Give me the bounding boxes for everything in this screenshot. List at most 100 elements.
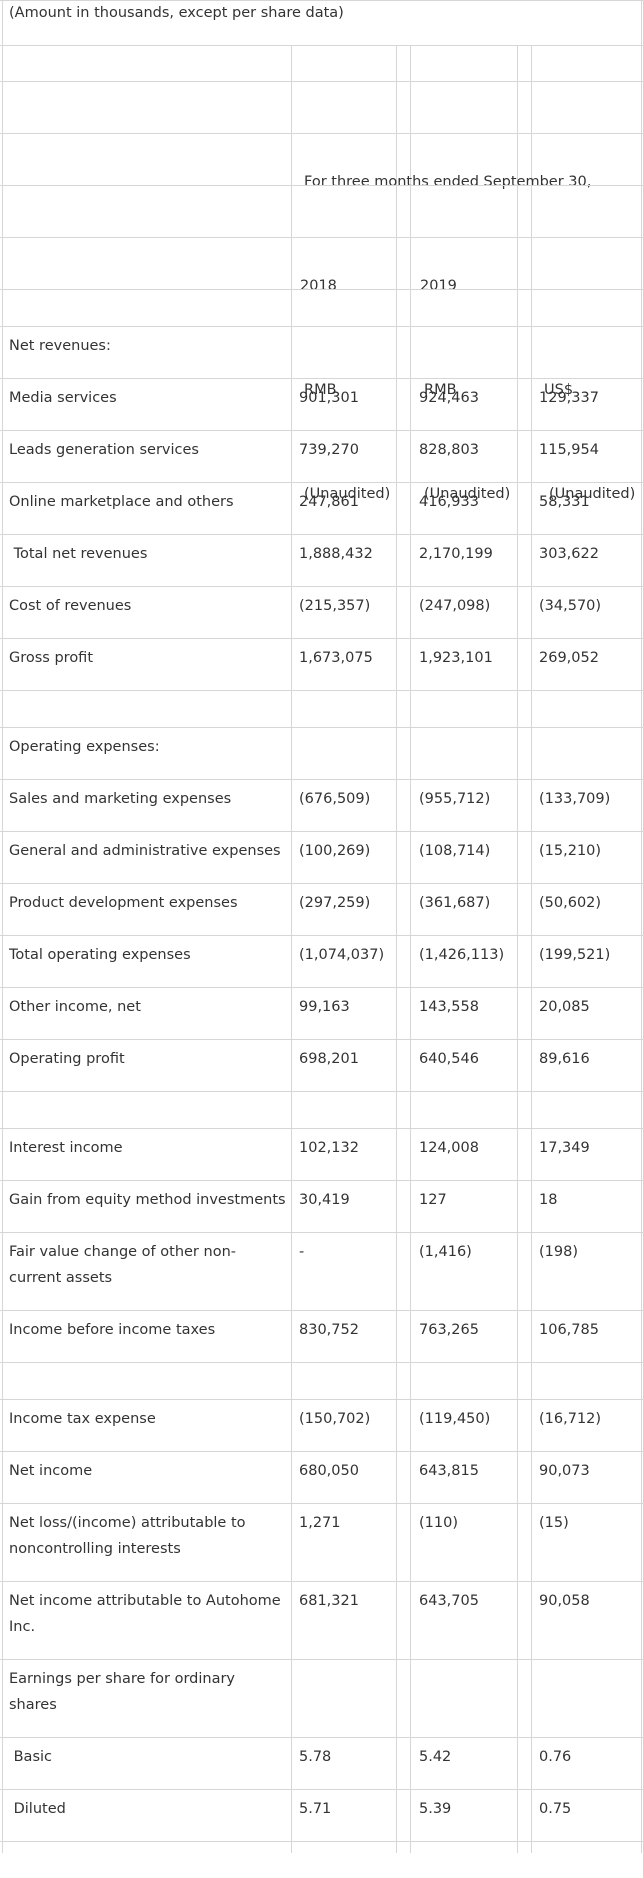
row-label: Net income	[9, 1463, 93, 1479]
grid-hline	[0, 1232, 643, 1233]
row-label: Operating expenses:	[9, 739, 160, 755]
value-cell: 681,321	[299, 1593, 359, 1609]
grid-hline	[0, 534, 643, 535]
value-cell: 830,752	[299, 1322, 359, 1338]
table-row: Fair value change of other non-current a…	[0, 1232, 643, 1310]
value-cell: 901,301	[299, 390, 359, 406]
row-label: Total operating expenses	[9, 947, 191, 963]
row-label: Gain from equity method investments	[9, 1192, 286, 1208]
grid-vline	[396, 45, 397, 1853]
grid-vline	[2, 0, 3, 1853]
table-row: Cost of revenues (215,357) (247,098) (34,57…	[0, 586, 643, 638]
row-label: Gross profit	[9, 650, 94, 666]
grid-hline	[0, 690, 643, 691]
grid-hline	[0, 430, 643, 431]
table-row: Online marketplace and others 247,861 416,…	[0, 482, 643, 534]
value-cell: 17,349	[539, 1140, 590, 1156]
audit-status: (Unaudited)	[549, 486, 636, 502]
table-row: Gross profit 1,673,075 1,923,101 269,052	[0, 638, 643, 690]
value-cell: (119,450)	[419, 1411, 491, 1427]
grid-hline	[0, 1451, 643, 1452]
table-caption-row: (Amount in thousands, except per share d…	[0, 0, 643, 45]
row-label: Net income attributable to Autohome Inc.	[9, 1593, 286, 1635]
value-cell: (34,570)	[539, 598, 602, 614]
row-label: Operating profit	[9, 1051, 125, 1067]
value-cell: (361,687)	[419, 895, 491, 911]
row-label: Fair value change of other non-current a…	[9, 1244, 236, 1286]
grid-hline	[0, 1180, 643, 1181]
value-cell: 90,073	[539, 1463, 590, 1479]
grid-hline	[0, 237, 643, 238]
row-label: Cost of revenues	[9, 598, 132, 614]
value-cell: 143,558	[419, 999, 479, 1015]
table-row: Product development expenses (297,259) (36…	[0, 883, 643, 935]
table-row: General and administrative expenses (100,…	[0, 831, 643, 883]
table-row: Other income, net 99,163 143,558 20,085	[0, 987, 643, 1039]
value-cell: (1,426,113)	[419, 947, 505, 963]
table-row: Net revenues:	[0, 326, 643, 378]
value-cell: 1,888,432	[299, 546, 373, 562]
grid-hline	[0, 935, 643, 936]
row-label: Sales and marketing expenses	[9, 791, 232, 807]
value-cell: -	[299, 1244, 305, 1260]
grid-hline	[0, 1039, 643, 1040]
grid-hline	[0, 779, 643, 780]
value-cell: 20,085	[539, 999, 590, 1015]
row-label: Leads generation services	[9, 442, 199, 458]
grid-vline	[517, 45, 518, 1853]
grid-hline	[0, 1091, 643, 1092]
table-row	[0, 1841, 643, 1878]
value-cell: (676,509)	[299, 791, 371, 807]
table-row: Media services 901,301 924,463 129,337	[0, 378, 643, 430]
table-row	[0, 1091, 643, 1128]
value-cell: (247,098)	[419, 598, 491, 614]
value-cell: (1,074,037)	[299, 947, 385, 963]
year-header-row: 2018 2019	[0, 133, 643, 294]
row-label: Basic	[9, 1749, 52, 1765]
grid-hline	[0, 1503, 643, 1504]
period-header: For three months ended September 30,	[304, 174, 592, 190]
row-label: Interest income	[9, 1140, 123, 1156]
grid-hline	[0, 1310, 643, 1311]
value-cell: (15)	[539, 1515, 569, 1531]
table-row: Net income attributable to Autohome Inc.…	[0, 1581, 643, 1659]
row-label: Income tax expense	[9, 1411, 156, 1427]
value-cell: 643,815	[419, 1463, 479, 1479]
value-cell: (50,602)	[539, 895, 602, 911]
value-cell: 18	[539, 1192, 558, 1208]
value-cell: 124,008	[419, 1140, 479, 1156]
value-cell: 102,132	[299, 1140, 359, 1156]
currency-header: US$	[544, 382, 574, 398]
grid-hline	[0, 45, 643, 46]
value-cell: (108,714)	[419, 843, 491, 859]
value-cell: (198)	[539, 1244, 578, 1260]
grid-hline	[0, 133, 643, 134]
grid-hline	[0, 81, 643, 82]
grid-vline	[410, 45, 411, 1853]
table-row: Income before income taxes 830,752 763,265…	[0, 1310, 643, 1362]
value-cell: 30,419	[299, 1192, 350, 1208]
row-label: Product development expenses	[9, 895, 238, 911]
value-cell: 0.75	[539, 1801, 572, 1817]
value-cell: 680,050	[299, 1463, 359, 1479]
grid-hline	[0, 1789, 643, 1790]
row-label: Other income, net	[9, 999, 141, 1015]
value-cell: 643,705	[419, 1593, 479, 1609]
audit-status-row: (Unaudited) (Unaudited) (Unaudited)	[0, 237, 643, 502]
value-cell: 90,058	[539, 1593, 590, 1609]
value-cell: (199,521)	[539, 947, 611, 963]
table-row: Leads generation services 739,270 828,803 1…	[0, 430, 643, 482]
value-cell: 5.71	[299, 1801, 332, 1817]
value-cell: (100,269)	[299, 843, 371, 859]
value-cell: 5.42	[419, 1749, 452, 1765]
value-cell: 269,052	[539, 650, 599, 666]
value-cell: 247,861	[299, 494, 359, 510]
table-row	[0, 1362, 643, 1399]
row-label: General and administrative expenses	[9, 843, 281, 859]
grid-hline	[0, 289, 643, 290]
value-cell: 828,803	[419, 442, 479, 458]
value-cell: 106,785	[539, 1322, 599, 1338]
value-cell: 1,271	[299, 1515, 341, 1531]
value-cell: 5.39	[419, 1801, 452, 1817]
